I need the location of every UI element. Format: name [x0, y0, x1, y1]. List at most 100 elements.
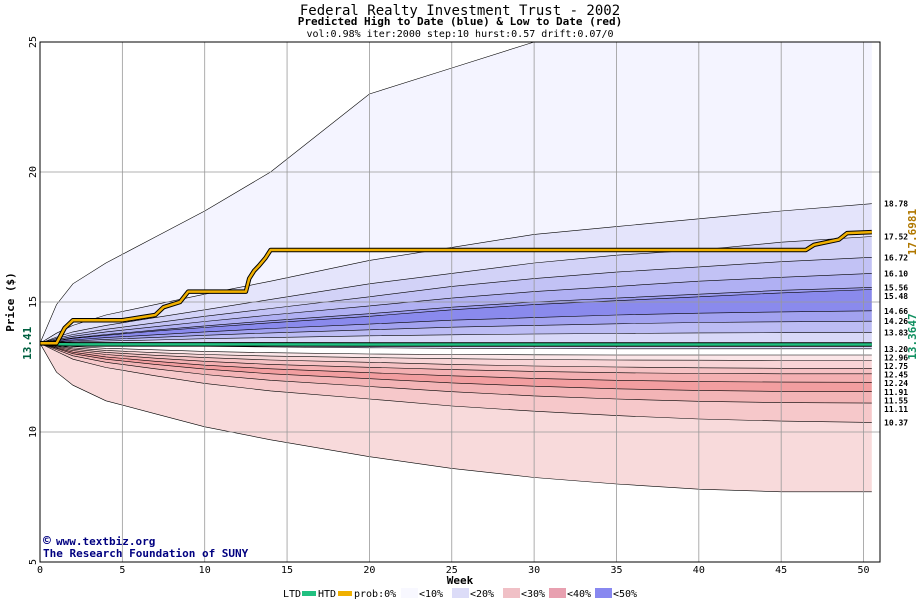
legend-prob-50: <50%	[613, 589, 637, 600]
y-tick-label: 15	[28, 296, 39, 308]
plot-frame	[39, 41, 881, 563]
credit-org: The Research Foundation of SUNY	[43, 547, 249, 560]
band-end-label: 11.11	[884, 405, 908, 414]
lower-band-1	[40, 343, 872, 369]
lower-boundary-1	[39, 343, 872, 361]
legend-prob-40: <40%	[567, 589, 591, 600]
upper-band-3	[40, 257, 872, 344]
upper-boundary-3	[39, 257, 872, 344]
lower-boundary-8	[39, 343, 872, 493]
legend-prob-10: <10%	[419, 589, 443, 600]
copyright-symbol: ©	[43, 534, 51, 549]
y-axis-label: Price ($)	[4, 272, 17, 332]
x-tick-label: 20	[363, 565, 375, 576]
lower-band-4	[40, 343, 872, 392]
x-tick-label: 15	[281, 565, 293, 576]
x-axis-label: Week	[447, 574, 474, 587]
x-tick-label: 50	[858, 565, 870, 576]
lower-band-3	[40, 343, 872, 383]
band-end-label: 15.56	[884, 283, 908, 292]
legend-htd-label: HTD	[318, 589, 336, 600]
legend: LTD HTD prob:0% <10% <20% <30% <40% <50%	[283, 588, 637, 600]
htd-series-line	[40, 230, 872, 345]
band-end-label: 16.72	[884, 253, 908, 262]
x-tick-label: 40	[693, 565, 705, 576]
legend-prob-swatch-50	[595, 588, 612, 598]
upper-boundary-5	[39, 287, 872, 344]
legend-prob-label: prob:0%	[354, 589, 396, 600]
start-price-label: 13.41	[21, 326, 34, 359]
chart-subtitle: Predicted High to Date (blue) & Low to D…	[298, 15, 623, 28]
upper-boundary-7	[39, 310, 872, 344]
credits: © www.textbiz.org The Research Foundatio…	[43, 534, 249, 560]
lower-boundary-2	[39, 343, 872, 369]
x-tick-label: 0	[37, 565, 43, 576]
x-tick-label: 30	[528, 565, 540, 576]
ltd-end-label: 13.3647	[906, 313, 919, 359]
legend-prob-swatch-10	[401, 588, 418, 598]
lower-boundary-3	[39, 343, 872, 375]
x-tick-label: 25	[446, 565, 458, 576]
band-end-label: 12.24	[884, 379, 908, 388]
upper-boundary-6	[39, 289, 872, 344]
y-tick-label: 5	[28, 559, 39, 565]
lower-band-7	[40, 343, 872, 492]
legend-htd-swatch	[338, 591, 352, 596]
band-end-label: 16.10	[884, 269, 908, 278]
lower-boundary-4	[39, 343, 872, 383]
x-axis-ticks: 0 5 10 15 20 25 30 35 40 45 50	[37, 565, 870, 576]
y-tick-label: 10	[28, 426, 39, 438]
upper-boundary-1	[39, 203, 872, 344]
x-tick-label: 10	[199, 565, 211, 576]
band-end-label: 17.52	[884, 232, 908, 241]
chart-params: vol:0.98% iter:2000 step:10 hurst:0.57 d…	[306, 29, 613, 40]
credit-site: www.textbiz.org	[56, 535, 155, 548]
band-end-label: 14.66	[884, 307, 908, 316]
band-end-label: 12.45	[884, 371, 908, 380]
x-tick-label: 45	[775, 565, 787, 576]
legend-ltd-swatch	[302, 591, 316, 596]
legend-prob-swatch-40	[549, 588, 566, 598]
series-lines	[39, 229, 872, 347]
legend-prob-30: <30%	[521, 589, 545, 600]
lower-band-5	[40, 343, 872, 404]
legend-prob-swatch-30	[503, 588, 520, 598]
y-tick-label: 25	[28, 36, 39, 48]
band-end-label: 10.37	[884, 418, 908, 427]
upper-band-0	[40, 42, 872, 344]
upper-boundary-9	[39, 332, 872, 344]
lower-boundary-0	[39, 343, 872, 356]
band-end-label: 18.78	[884, 200, 908, 209]
upper-band-1	[40, 203, 872, 344]
band-end-label: 14.26	[884, 317, 908, 326]
lower-band-2	[40, 343, 872, 374]
legend-prob-swatch-20	[452, 588, 469, 598]
x-tick-label: 35	[610, 565, 622, 576]
band-end-label: 13.20	[884, 345, 908, 354]
legend-ltd-label: LTD	[283, 589, 301, 600]
htd-end-label: 17.6981	[906, 209, 919, 256]
band-end-label: 13.83	[884, 328, 908, 337]
band-end-label: 12.96	[884, 353, 908, 362]
upper-band-2	[40, 236, 872, 344]
band-end-label: 15.48	[884, 292, 908, 301]
lower-band-6	[40, 343, 872, 423]
upper-band-4	[40, 273, 872, 344]
y-tick-label: 20	[28, 166, 39, 178]
x-tick-label: 5	[119, 565, 125, 576]
probability-bands	[39, 41, 872, 493]
legend-prob-20: <20%	[470, 589, 494, 600]
band-end-label: 11.55	[884, 396, 908, 405]
ltd-series-line	[39, 342, 872, 346]
y-axis-ticks: 5 10 15 20 25	[28, 36, 39, 565]
band-end-label: 11.91	[884, 388, 908, 397]
band-end-label: 12.75	[884, 362, 908, 371]
lower-boundary-5	[39, 343, 872, 393]
upper-boundary-8	[39, 320, 872, 344]
lower-band-0	[40, 343, 872, 361]
lower-boundary-6	[39, 343, 872, 404]
upper-band-6	[40, 289, 872, 344]
lower-boundary-7	[39, 343, 872, 423]
